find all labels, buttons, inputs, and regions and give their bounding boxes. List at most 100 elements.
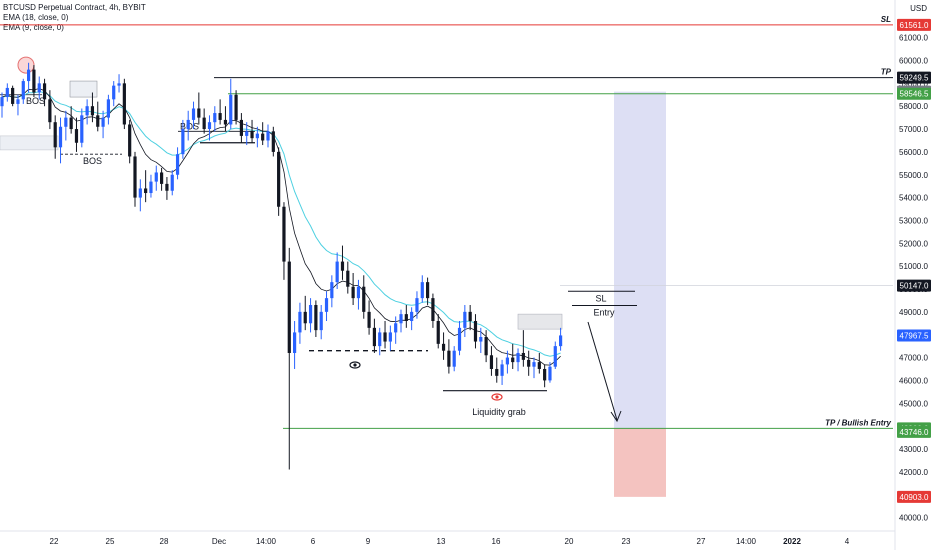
price-badge-4 [897,279,931,292]
candle-body [394,323,398,333]
candle [229,78,233,130]
candle [266,124,270,148]
candle [420,275,424,303]
candle-body [144,188,148,194]
candle [282,202,286,280]
candle-body [154,172,158,182]
level-label-6: TP / Bullish Entry [825,418,891,427]
candle-body [436,320,440,344]
price-tick-label: 43000.0 [899,445,928,454]
candle-body [101,117,105,127]
candle-body [21,81,25,100]
candle [362,275,366,319]
candle [388,325,392,351]
candle-body [500,364,504,376]
candle [293,320,297,369]
candle [324,291,329,321]
price-badge-text-7: 43746.0 [900,428,929,437]
candle [383,320,387,349]
candle-body [0,97,4,107]
price-badge-7 [897,425,931,438]
candle-body [170,174,174,191]
candle-body [537,362,541,369]
candle-body [261,133,265,141]
candle [21,78,25,104]
candle-body [378,332,382,347]
candle-body [346,270,350,287]
candle [298,302,302,344]
price-levels: SL TP TP / Bullish Entry [0,15,893,429]
candle-body [335,261,339,283]
price-badge-5 [897,329,931,342]
candle-body [404,314,408,321]
price-tick-label: 46000.0 [899,376,928,385]
candle-body [447,350,451,367]
candle [80,108,84,148]
candle [255,126,259,148]
candle [527,350,531,376]
candle-body [202,117,206,130]
candle [112,81,116,107]
candle [372,318,376,353]
candle-body [112,85,116,100]
price-badge-text-4: 50147.0 [900,282,929,291]
candle-body [138,188,142,198]
candle [559,327,563,351]
candle-body [58,126,63,148]
candle [234,90,238,125]
candle [42,78,47,107]
candle [239,113,243,143]
candle [261,122,265,146]
candle [399,309,403,333]
candle-body [287,261,291,353]
price-tick-label: 56000.0 [899,148,928,157]
candle [197,92,201,125]
price-tick-label: 49000.0 [899,308,928,317]
candle [330,275,334,308]
candle-body [229,94,233,125]
candle [223,106,228,132]
candle-body [90,106,95,116]
time-tick-label: 4 [845,537,850,546]
candle [484,330,488,363]
candle [543,364,547,388]
price-tick-label: 54000.0 [899,194,928,203]
price-tick-label: 57000.0 [899,125,928,134]
price-tick-label: 61000.0 [899,34,928,43]
candle [436,314,440,349]
candle [32,65,36,98]
candle [335,252,339,289]
liquidity-grab-label: Liquidity grab [472,407,526,417]
candle [175,147,180,180]
candle [537,352,541,374]
candle-body [505,357,509,365]
candle-body [319,311,323,331]
candle-body [117,83,121,86]
candle-body [415,298,419,312]
candle-body [106,99,110,118]
price-badge-3 [897,87,931,100]
time-tick-label: 28 [160,537,169,546]
candle-body [234,94,238,120]
price-tick-label: 58000.0 [899,102,928,111]
candle-body [489,355,494,369]
candle-body [324,298,329,312]
candle-body [27,69,31,82]
candle [117,74,121,93]
candle [191,101,196,130]
candle [468,304,472,331]
sl-marker-label: SL [595,293,606,303]
candle [441,332,446,360]
level-label-0: SL [881,15,891,24]
candle [74,117,79,152]
price-tick-label: 40000.0 [899,514,928,523]
candle-body [495,368,499,376]
candle [452,346,456,372]
price-badges: 61561.059249.558636.558546.550147.047967… [897,18,931,503]
candle [346,261,350,294]
candle [138,179,142,212]
currency-label: USD [910,4,927,13]
candle-body [516,352,520,363]
candle-body [165,183,169,191]
